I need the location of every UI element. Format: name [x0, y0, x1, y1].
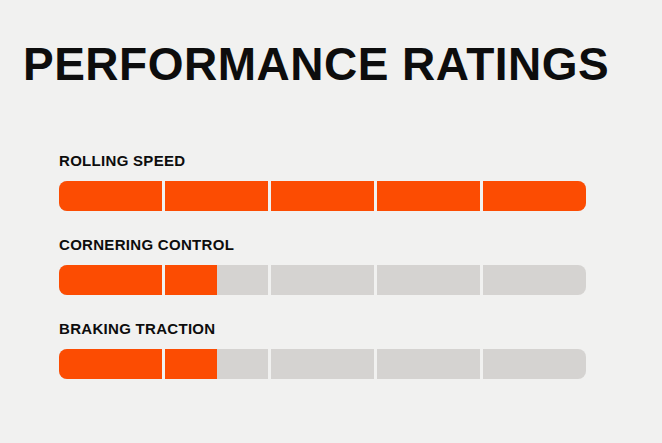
rating-segment-fill [377, 181, 480, 211]
rating-segment-fill [165, 265, 217, 295]
rating-bar [59, 349, 586, 379]
rating-segment [271, 181, 374, 211]
rating-segment [165, 349, 268, 379]
page-title: PERFORMANCE RATINGS [23, 40, 609, 88]
rating-segment [483, 181, 586, 211]
rating-segment [377, 181, 480, 211]
ratings-list: ROLLING SPEED CORNERING CONTROL BRAKING … [59, 152, 586, 404]
rating-segment [59, 349, 162, 379]
rating-segment [271, 349, 374, 379]
rating-segment-fill [59, 265, 162, 295]
rating-segment-fill [59, 181, 162, 211]
rating-segment [377, 349, 480, 379]
rating-bar [59, 265, 586, 295]
rating-segment [377, 265, 480, 295]
rating-segment [483, 265, 586, 295]
rating-segment [165, 181, 268, 211]
rating-segment-fill [59, 349, 162, 379]
rating-segment-fill [483, 181, 586, 211]
rating-segment-fill [165, 349, 217, 379]
rating-segment [59, 265, 162, 295]
rating-bar [59, 181, 586, 211]
rating-row: CORNERING CONTROL [59, 236, 586, 295]
rating-segment-fill [271, 181, 374, 211]
rating-segment [59, 181, 162, 211]
rating-segment [271, 265, 374, 295]
performance-ratings-panel: PERFORMANCE RATINGS ROLLING SPEED CORNER… [0, 0, 662, 443]
rating-row: BRAKING TRACTION [59, 320, 586, 379]
rating-label: ROLLING SPEED [59, 152, 586, 169]
rating-segment [483, 349, 586, 379]
rating-label: BRAKING TRACTION [59, 320, 586, 337]
rating-row: ROLLING SPEED [59, 152, 586, 211]
rating-label: CORNERING CONTROL [59, 236, 586, 253]
rating-segment [165, 265, 268, 295]
rating-segment-fill [165, 181, 268, 211]
